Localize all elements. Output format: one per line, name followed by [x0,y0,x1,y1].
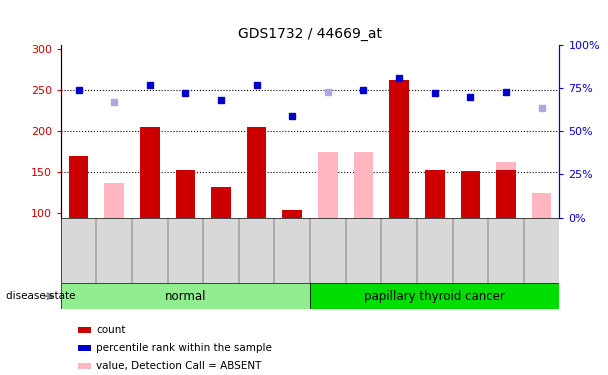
Bar [425,170,444,217]
Text: value, Detection Call = ABSENT: value, Detection Call = ABSENT [96,361,261,370]
Bar [78,363,91,369]
Bar [78,327,91,333]
Bar [532,193,551,217]
Bar [460,171,480,217]
Bar [211,187,231,218]
Bar [247,127,266,218]
Text: papillary thyroid cancer: papillary thyroid cancer [364,290,505,303]
Bar [61,283,310,309]
Bar [69,156,88,218]
Bar [354,152,373,217]
Bar [496,170,516,217]
Bar [318,152,337,217]
Bar [310,283,559,309]
Bar [283,210,302,218]
Bar [496,162,516,218]
Bar [78,345,91,351]
Bar [140,127,160,218]
Title: GDS1732 / 44669_at: GDS1732 / 44669_at [238,27,382,41]
Text: disease state: disease state [6,291,75,301]
Text: normal: normal [165,290,206,303]
Bar [105,183,124,218]
Bar [389,80,409,218]
Bar [176,170,195,217]
Text: count: count [96,326,126,335]
Text: percentile rank within the sample: percentile rank within the sample [96,344,272,353]
